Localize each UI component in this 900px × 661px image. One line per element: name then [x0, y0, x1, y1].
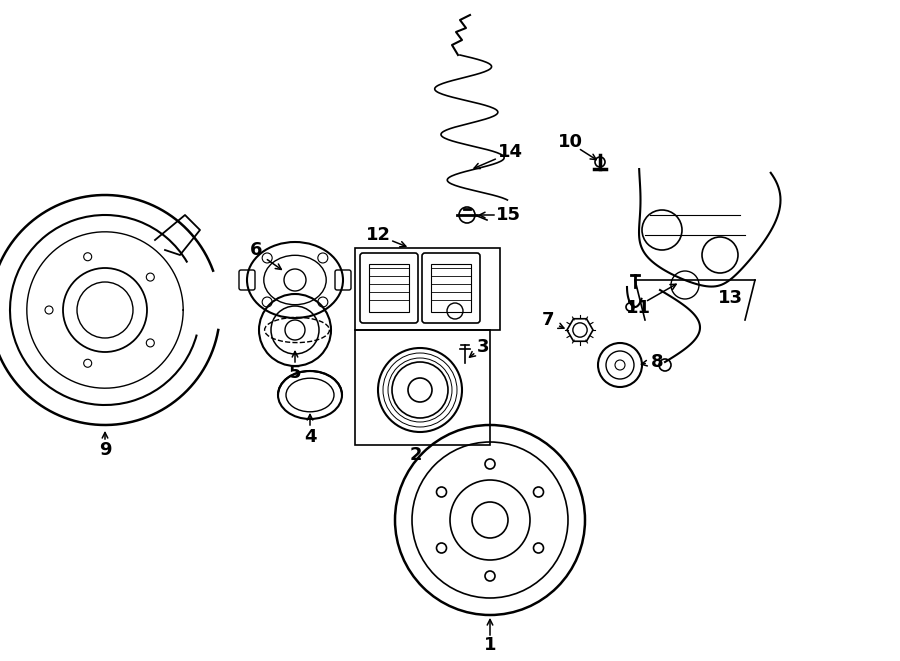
Text: 10: 10 — [557, 133, 582, 151]
Text: 8: 8 — [651, 353, 663, 371]
Bar — [369, 264, 409, 312]
Text: 1: 1 — [484, 636, 496, 654]
Bar — [355, 248, 500, 330]
Text: 6: 6 — [250, 241, 262, 259]
Text: 14: 14 — [498, 143, 523, 161]
Bar — [431, 264, 471, 312]
Text: 12: 12 — [365, 226, 391, 244]
Text: 13: 13 — [717, 289, 742, 307]
Text: 2: 2 — [410, 446, 422, 464]
Bar — [355, 330, 490, 445]
Text: 9: 9 — [99, 441, 112, 459]
Text: 15: 15 — [496, 206, 520, 224]
Text: 4: 4 — [304, 428, 316, 446]
Text: 3: 3 — [477, 338, 490, 356]
Text: 5: 5 — [289, 364, 302, 382]
Text: 11: 11 — [626, 299, 651, 317]
Text: 7: 7 — [542, 311, 554, 329]
